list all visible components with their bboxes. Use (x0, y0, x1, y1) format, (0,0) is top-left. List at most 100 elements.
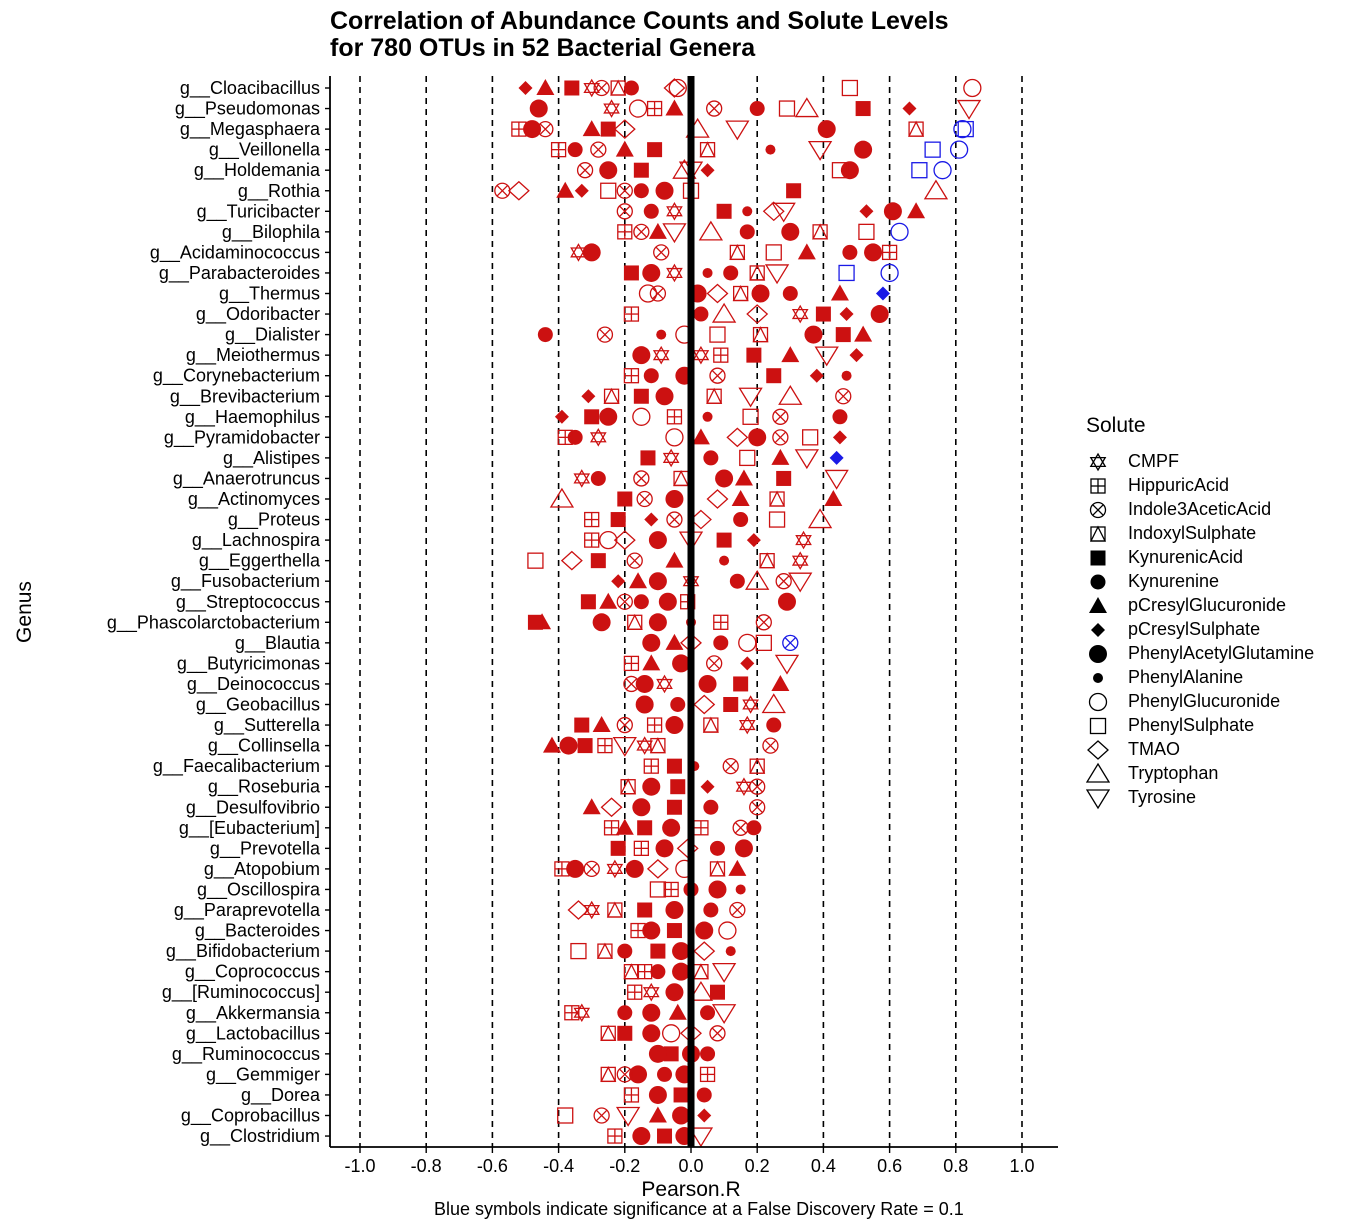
legend-marker (1090, 478, 1106, 494)
data-point (518, 81, 533, 95)
y-tick-label: g__Paraprevotella (174, 900, 321, 921)
data-point (794, 97, 820, 118)
data-point (703, 450, 719, 466)
data-point (696, 1087, 712, 1103)
data-point (623, 655, 640, 672)
data-point (584, 409, 600, 425)
data-point (642, 1003, 661, 1022)
y-tick-label: g__Desulfovibrio (186, 797, 320, 818)
data-point (732, 819, 749, 836)
data-point (662, 223, 687, 244)
legend-marker (1089, 597, 1107, 613)
data-point (583, 860, 600, 878)
legend-label: Tyrosine (1128, 787, 1197, 807)
data-point (623, 963, 640, 980)
data-point (642, 633, 661, 652)
data-point (672, 962, 691, 981)
data-point (666, 511, 683, 528)
data-point (646, 859, 669, 879)
data-point (637, 964, 653, 980)
data-point (633, 223, 650, 241)
data-point (688, 1127, 714, 1148)
data-point (574, 183, 589, 198)
data-point (593, 79, 610, 97)
data-point (716, 532, 732, 548)
y-tick-label: g__Lactobacillus (186, 1023, 320, 1044)
data-point (817, 120, 836, 139)
data-point (771, 674, 790, 691)
data-point (693, 820, 709, 836)
data-point (772, 429, 789, 446)
data-point (633, 162, 649, 178)
data-point (648, 1085, 667, 1104)
data-point (633, 388, 649, 404)
data-point (746, 304, 769, 324)
legend-item: TMAO (1086, 738, 1366, 762)
data-point (742, 695, 759, 714)
data-point (911, 162, 928, 179)
legend-item: PhenylAcetylGlutamine (1086, 642, 1366, 666)
data-point (648, 222, 667, 239)
y-tick-label: g__Thermus (219, 284, 320, 305)
data-point (746, 347, 762, 363)
data-point (642, 921, 661, 940)
data-point (626, 552, 643, 569)
data-point (812, 223, 829, 240)
legend-item: Tyrosine (1086, 786, 1366, 810)
data-point (738, 715, 756, 735)
x-tick-label: 0.4 (811, 1156, 836, 1176)
legend-symbol (1090, 574, 1106, 590)
data-point (771, 202, 796, 223)
data-point (650, 943, 666, 959)
data-point (665, 983, 684, 1002)
y-tick-label: g__Eggerthella (199, 551, 321, 572)
legend-symbol (1087, 740, 1109, 760)
data-point (599, 530, 618, 550)
legend-symbol (1086, 762, 1110, 783)
data-point (864, 243, 883, 262)
data-point (655, 387, 674, 406)
legend-marker (1089, 501, 1107, 519)
data-point (700, 1046, 716, 1062)
data-point (713, 635, 729, 651)
data-point (642, 982, 660, 1002)
data-point (600, 1024, 617, 1041)
data-point (706, 100, 723, 117)
x-tick-label: -0.8 (411, 1156, 442, 1176)
y-tick-label: g__Dialister (225, 325, 320, 346)
data-point (766, 368, 782, 384)
data-point (711, 302, 737, 323)
data-point (711, 963, 737, 983)
data-point (706, 489, 729, 509)
data-point (665, 716, 684, 735)
data-point (709, 367, 726, 384)
data-point (652, 345, 670, 365)
data-point (542, 736, 561, 753)
y-tick-label: g__Coprobacillus (181, 1106, 320, 1127)
y-tick-label: g__Clostridium (200, 1126, 320, 1147)
data-point (738, 633, 757, 652)
legend-title: Solute (1086, 414, 1146, 437)
data-point (643, 758, 659, 774)
data-point (583, 900, 601, 920)
y-tick-label: g__Sutterella (214, 715, 321, 736)
data-point (656, 329, 667, 340)
data-point (592, 613, 611, 632)
data-point (637, 902, 653, 918)
data-point (804, 325, 823, 344)
data-point (742, 206, 753, 217)
x-axis-label: Pearson.R (641, 1178, 740, 1201)
data-point (809, 368, 824, 383)
legend-item: CMPF (1086, 450, 1366, 474)
data-point (880, 263, 899, 283)
data-point (670, 779, 686, 795)
data-point (625, 859, 644, 878)
data-point (838, 264, 855, 282)
data-point (642, 263, 661, 282)
data-point (646, 717, 663, 733)
legend-symbol (1090, 550, 1106, 566)
data-point (666, 799, 682, 815)
footnote: Blue symbols indicate significance at a … (434, 1199, 964, 1219)
data-point (665, 99, 684, 116)
